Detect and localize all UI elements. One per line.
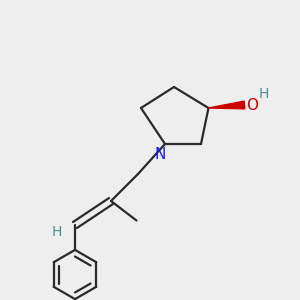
Polygon shape: [208, 101, 245, 109]
Text: H: H: [52, 226, 62, 239]
Text: N: N: [155, 147, 166, 162]
Text: O: O: [246, 98, 258, 112]
Text: H: H: [259, 88, 269, 101]
